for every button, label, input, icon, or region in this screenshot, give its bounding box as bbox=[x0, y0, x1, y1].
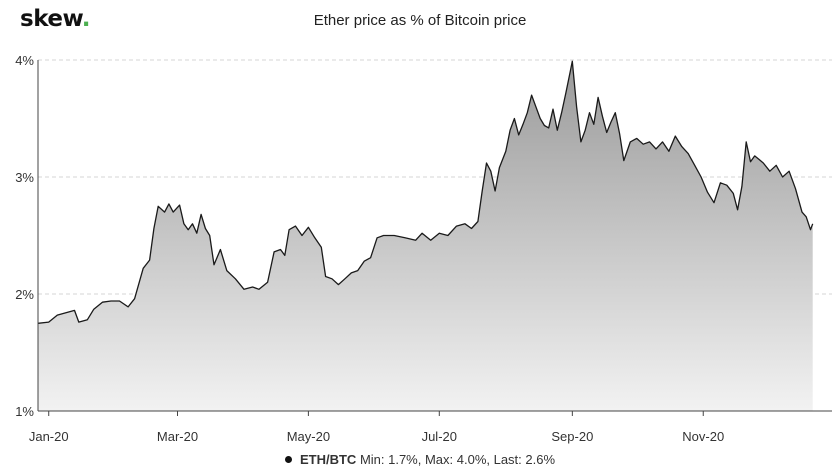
y-tick-labels: 1% 2% 3% 4% bbox=[15, 53, 34, 419]
x-tick-label: May-20 bbox=[287, 429, 330, 444]
x-tick-label: Mar-20 bbox=[157, 429, 198, 444]
legend-stats: Min: 1.7%, Max: 4.0%, Last: 2.6% bbox=[359, 452, 556, 467]
legend-series-name: ETH/BTC bbox=[299, 452, 357, 467]
x-tick-label: Sep-20 bbox=[551, 429, 593, 444]
y-tick-label: 1% bbox=[15, 404, 34, 419]
eth-btc-line bbox=[37, 60, 814, 324]
x-tick-label: Jul-20 bbox=[422, 429, 457, 444]
x-tick-labels: Jan-20 Mar-20 May-20 Jul-20 Sep-20 Nov-20 bbox=[29, 429, 724, 444]
y-tick-label: 4% bbox=[15, 53, 34, 68]
legend-marker bbox=[284, 456, 292, 464]
chart-canvas: 1% 2% 3% 4% Jan-20 Mar-20 May-20 Jul-20 Sep-20 N… bbox=[15, 53, 832, 444]
logo-dot: . bbox=[81, 6, 91, 32]
y-tick-label: 2% bbox=[15, 287, 34, 302]
chart-title: Ether price as % of Bitcoin price bbox=[313, 12, 527, 29]
axes bbox=[37, 60, 832, 416]
x-tick-label: Nov-20 bbox=[682, 429, 724, 444]
y-tick-label: 3% bbox=[15, 170, 34, 185]
legend: ETH/BTC Min: 1.7%, Max: 4.0%, Last: 2.6% bbox=[0, 452, 840, 467]
skew-logo: skew. bbox=[20, 6, 91, 32]
x-tick-label: Jan-20 bbox=[29, 429, 69, 444]
logo-text: skew bbox=[20, 6, 82, 32]
